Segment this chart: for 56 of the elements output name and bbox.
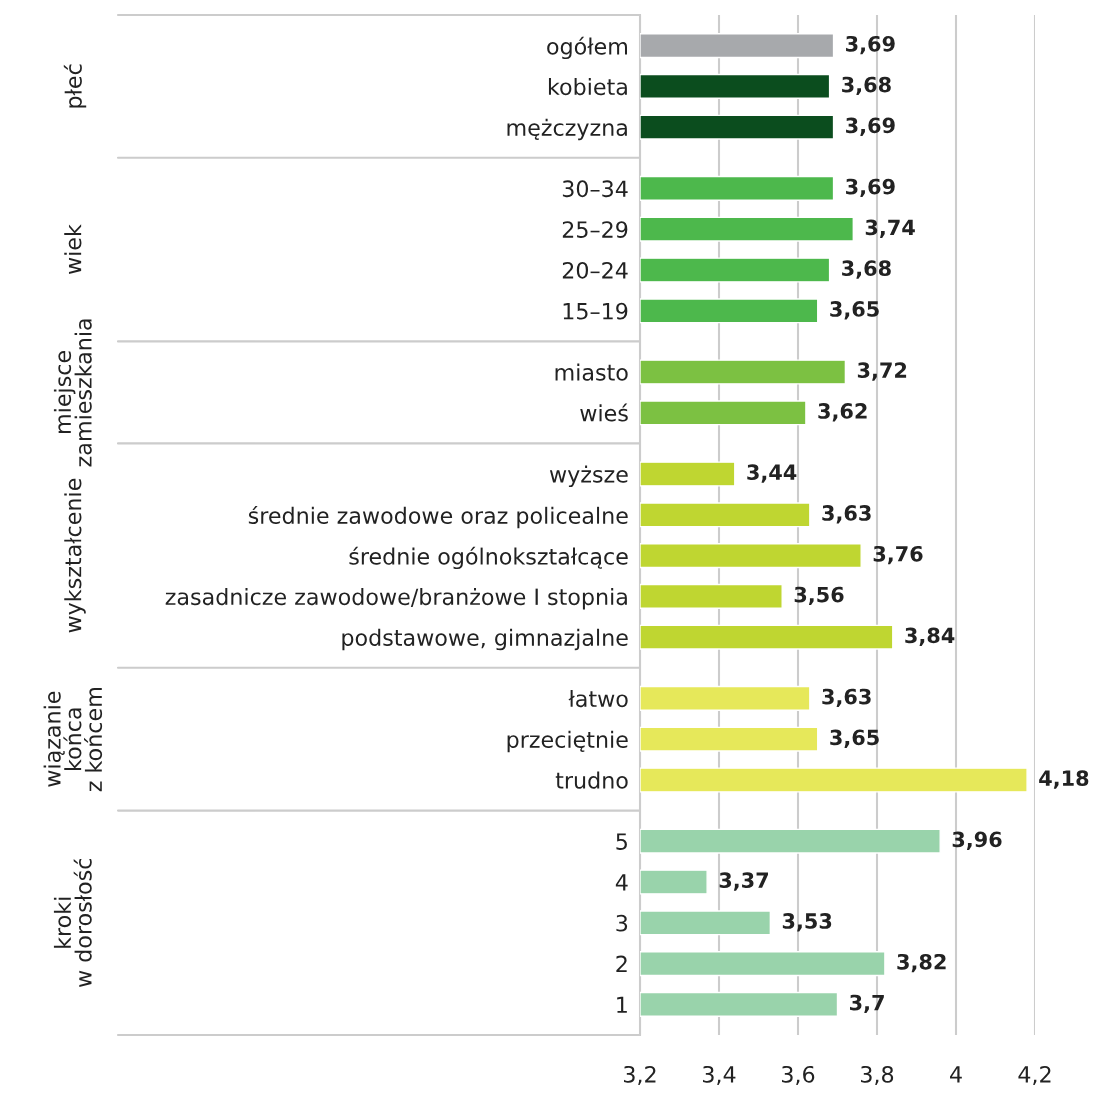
y-tick-label: kobieta	[548, 77, 627, 96]
data-label: 3,65	[830, 729, 879, 748]
text: płeć	[63, 64, 87, 108]
y-tick-label: mężczyzna	[507, 118, 627, 141]
text: miejsce zamieszkania	[53, 319, 92, 467]
data-label: 3,69	[846, 117, 895, 136]
data-label: 3,7	[850, 994, 884, 1014]
y-tick-label: średnie ogólnokształcące	[349, 546, 628, 570]
y-tick-label: ogółem	[547, 36, 627, 60]
data-label: 3,69	[846, 178, 895, 198]
data-label: 3,53	[782, 913, 832, 932]
data-label: 3,68	[842, 76, 891, 96]
x-tick-label: 4	[950, 1066, 962, 1083]
y-tick-label: 15–19	[563, 302, 628, 320]
text: wiązanie końca z końcem	[43, 688, 103, 792]
y-tick-label: 25–29	[562, 221, 628, 238]
data-label: 3,72	[857, 362, 907, 381]
x-tick-label: 3,8	[861, 1065, 894, 1086]
data-label: 3,69	[846, 35, 895, 55]
y-tick-label: 3	[616, 914, 628, 932]
y-tick-label: podstawowe, gimnazjalne	[342, 628, 628, 651]
data-label: 3,62	[818, 403, 867, 422]
data-label: 3,68	[842, 260, 891, 279]
y-tick-label: 2	[616, 955, 627, 973]
data-label: 3,37	[719, 872, 769, 891]
text: wiek	[64, 224, 82, 275]
y-tick-label: wieś	[580, 403, 628, 422]
x-tick-label: 3,2	[624, 1065, 656, 1086]
x-tick-label: 4,2	[1018, 1065, 1051, 1086]
data-label: 3,84	[905, 627, 955, 646]
y-tick-label: wyższe	[549, 465, 628, 488]
data-label: 3,96	[952, 831, 1002, 850]
data-label: 3,44	[747, 464, 797, 483]
y-tick-label: miasto	[555, 363, 628, 381]
y-tick-label: 30–34	[562, 180, 628, 198]
y-tick-label: 1	[617, 996, 627, 1013]
x-tick-label: 3,4	[703, 1065, 736, 1086]
y-tick-label: łatwo	[568, 689, 628, 708]
x-tick-label: 3,6	[782, 1065, 815, 1086]
text: wykształcenie	[64, 478, 86, 633]
y-tick-label: średnie zawodowe oraz policealne	[248, 505, 628, 529]
data-label: 3,56	[794, 586, 844, 606]
y-tick-label: przeciętnie	[507, 730, 628, 753]
data-label: 3,63	[822, 688, 871, 708]
y-tick-label: 4	[615, 874, 628, 891]
data-label: 3,74	[865, 219, 915, 238]
data-label: 3,63	[822, 505, 871, 524]
y-tick-label: 20–24	[562, 261, 628, 279]
y-tick-label: zasadnicze zawodowe/branżowe I stopnia	[165, 587, 627, 610]
y-tick-label: 5	[616, 833, 627, 850]
data-label: 3,76	[873, 545, 923, 565]
text: kroki w dorosłość	[53, 858, 92, 988]
data-label: 4,18	[1039, 770, 1089, 789]
data-label: 3,82	[897, 953, 946, 973]
data-label: 3,65	[830, 301, 879, 320]
y-tick-label: trudno	[555, 771, 628, 789]
